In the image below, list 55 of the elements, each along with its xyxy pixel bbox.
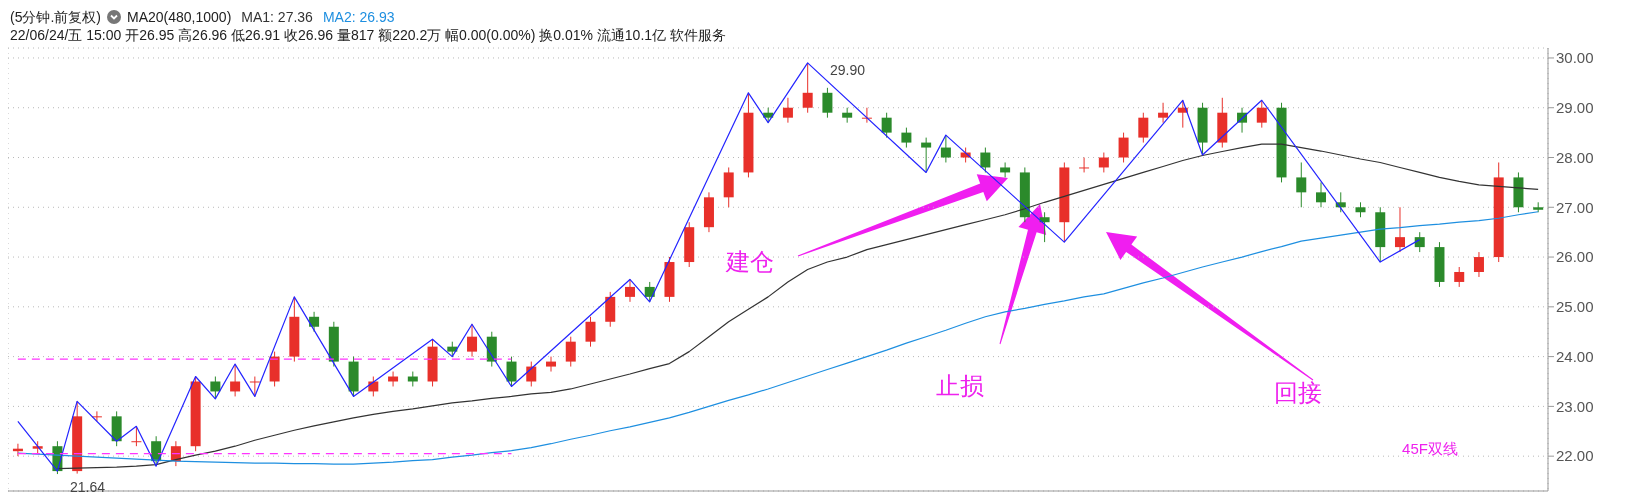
candlestick <box>624 278 635 303</box>
y-tick-label: 24.00 <box>1556 347 1594 365</box>
candlestick <box>802 62 813 114</box>
candlestick <box>546 356 557 373</box>
candlestick <box>1394 206 1405 253</box>
chart-subtitle: 22/06/24/五 15:00 开26.95 高26.96 低26.91 收26.96 量817 额220.2万 幅0.00(0.00%) 换0.01% 流通10.1亿 软件服务 <box>10 26 726 44</box>
candlestick <box>940 134 951 163</box>
candlestick <box>782 97 793 124</box>
candlestick <box>1316 181 1327 208</box>
candlestick <box>210 376 221 400</box>
chart-title: (5分钟.前复权) <box>10 9 101 25</box>
legend-title: MA20(480,1000) <box>127 9 232 25</box>
candlestick <box>921 137 932 173</box>
y-tick-label: 23.00 <box>1556 397 1594 415</box>
candlestick <box>881 112 892 139</box>
candlestick <box>565 336 576 368</box>
annotation: 21.64 <box>70 479 106 495</box>
candlestick <box>822 87 833 119</box>
candlestick <box>368 376 379 397</box>
y-tick-label: 29.00 <box>1556 99 1594 117</box>
candlestick <box>1158 102 1169 124</box>
candlestick <box>1079 157 1090 173</box>
candlestick <box>1414 231 1425 253</box>
candlestick <box>230 363 241 397</box>
y-tick-label: 30.00 <box>1556 49 1594 67</box>
y-tick-label: 22.00 <box>1556 447 1594 465</box>
candlestick <box>249 376 260 397</box>
y-tick-label: 28.00 <box>1556 148 1594 166</box>
candlestick <box>901 127 912 149</box>
candlestick <box>91 410 102 422</box>
candlestick <box>1138 112 1149 144</box>
candlestick <box>309 311 320 333</box>
annotation: 建仓 <box>725 248 774 275</box>
y-tick-label: 25.00 <box>1556 298 1594 316</box>
text: MA1: 27.36 <box>241 9 313 25</box>
candlestick <box>1000 161 1011 178</box>
candlestick <box>131 425 142 447</box>
candlestick <box>1039 211 1050 243</box>
candlestick <box>1098 152 1109 173</box>
candlestick <box>506 356 517 387</box>
candlestick <box>980 147 991 173</box>
text: MA2: 26.93 <box>322 9 395 25</box>
candlestick <box>1256 99 1267 129</box>
y-tick-label: 27.00 <box>1556 198 1594 216</box>
candlestick <box>1454 266 1465 288</box>
candlestick <box>1473 251 1484 278</box>
candlestick <box>467 323 478 358</box>
candlestick <box>585 316 596 348</box>
annotation: 29.90 <box>830 62 866 78</box>
annotation: 止损 <box>936 372 984 399</box>
y-tick-label: 26.00 <box>1556 248 1594 266</box>
candlestick <box>1118 132 1129 163</box>
candlestick <box>1296 161 1307 208</box>
annotation: 45F双线 <box>1402 440 1458 457</box>
annotation: 回接 <box>1274 379 1322 406</box>
